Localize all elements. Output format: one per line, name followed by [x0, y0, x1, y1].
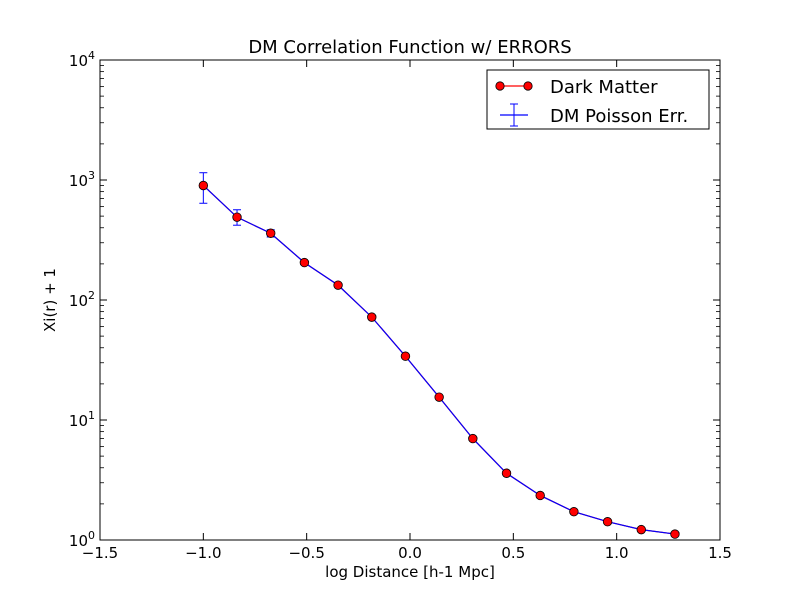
dark-matter-point [367, 312, 377, 322]
y-tick-label: 102 [69, 289, 95, 310]
y-tick-label-exponent: 4 [88, 49, 95, 62]
dark-matter-point [535, 490, 545, 501]
y-tick-label-exponent: 3 [88, 169, 95, 182]
legend-dark-matter-marker-left [495, 81, 505, 91]
y-tick-label-base: 10 [69, 52, 88, 70]
y-axis-label: Xi(r) + 1 [41, 268, 59, 332]
x-tick-label: 0.0 [398, 544, 422, 562]
legend-poisson-label: DM Poisson Err. [550, 106, 688, 127]
dark-matter-point [232, 212, 242, 222]
dark-matter-point [266, 228, 276, 238]
legend-dark-matter-marker-right [523, 81, 533, 91]
y-tick-label-base: 10 [69, 292, 88, 310]
dark-matter-point [434, 392, 444, 402]
x-tick-label: 1.0 [605, 544, 629, 562]
dark-matter-point [501, 468, 512, 478]
dark-matter-point [299, 257, 310, 268]
y-tick-label-exponent: 1 [88, 409, 95, 422]
dark-matter-point [569, 507, 579, 517]
y-tick-label: 101 [69, 409, 95, 430]
legend-dark-matter-label: Dark Matter [550, 77, 658, 98]
x-tick-label: −1.5 [82, 544, 118, 562]
dark-matter-point [333, 280, 343, 290]
dark-matter-point [198, 180, 209, 191]
dark-matter-point [400, 351, 411, 361]
plot-area [198, 172, 680, 539]
legend-box [486, 69, 710, 130]
plot-frame [99, 59, 721, 541]
y-tick-label-base: 10 [69, 172, 88, 190]
legend: Dark Matter DM Poisson Err. [486, 69, 710, 130]
y-tick-label: 103 [69, 169, 95, 190]
y-tick-label: 100 [69, 529, 95, 550]
dark-matter-point [468, 433, 478, 444]
x-tick-label: 1.5 [708, 544, 732, 562]
y-tick-label-exponent: 2 [88, 289, 95, 302]
dark-matter-point [636, 524, 646, 535]
x-tick-label: −0.5 [288, 544, 324, 562]
chart-title: DM Correlation Function w/ ERRORS [248, 37, 571, 58]
dark-matter-point [602, 517, 613, 527]
x-axis-label: log Distance [h-1 Mpc] [325, 563, 495, 581]
y-tick-label-base: 10 [69, 412, 88, 430]
x-tick-label: −1.0 [185, 544, 221, 562]
y-tick-label: 104 [69, 49, 95, 70]
y-tick-label-exponent: 0 [88, 529, 95, 542]
dark-matter-point [670, 529, 680, 539]
x-tick-label: 0.5 [501, 544, 525, 562]
y-tick-label-base: 10 [69, 532, 88, 550]
